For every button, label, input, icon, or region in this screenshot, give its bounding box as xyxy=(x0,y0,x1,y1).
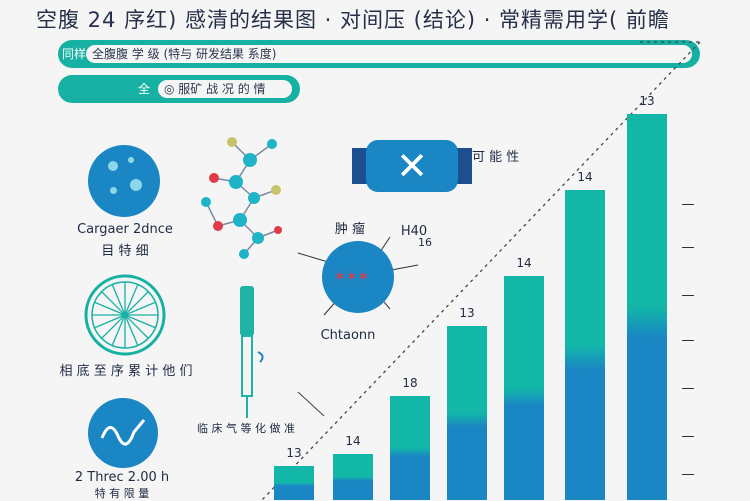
y-tick xyxy=(682,436,694,437)
bar-6 xyxy=(565,190,605,500)
bar-value-label: 13 xyxy=(286,446,302,460)
bar-value-label: 14 xyxy=(516,256,532,270)
bar-2 xyxy=(333,454,373,500)
bar-1 xyxy=(274,466,314,500)
capsule-label: 可 能 性 xyxy=(472,150,520,165)
tumor-icon: ✶✶✶ xyxy=(297,236,419,316)
wave-icon xyxy=(88,398,158,468)
y-tick xyxy=(682,247,694,248)
wave-caption-1: 2 Threc 2.00 h xyxy=(74,470,170,485)
bar-value-label: 13 xyxy=(639,94,655,108)
banner-secondary-text: ◎ 服矿 战 况 的 情 xyxy=(158,80,292,98)
y-tick xyxy=(682,474,694,475)
wheel-icon xyxy=(84,274,166,356)
cell-caption-2: 目 特 细 xyxy=(101,244,149,259)
y-tick xyxy=(682,340,694,341)
bar-value-label: 18 xyxy=(402,376,418,390)
y-tick xyxy=(682,295,694,296)
syringe-icon xyxy=(240,286,264,418)
molecule-icon xyxy=(201,137,282,259)
cell-icon xyxy=(88,145,160,217)
bar-7 xyxy=(627,114,667,500)
banner-secondary: 全 ◎ 服矿 战 况 的 情 xyxy=(58,75,300,103)
page-title: 空腹 24 序红) 感清的结果图 · 对间压 (结论) · 常精需用学( 前瞻 xyxy=(36,8,670,32)
banner-secondary-lead: 全 xyxy=(138,82,151,96)
bar-value-label: 14 xyxy=(577,170,593,184)
banner-primary: 同样 全腹腹 学 级 (特与 研发结果 系度) xyxy=(58,40,700,68)
cell-caption-1: Cargaer 2dnce xyxy=(77,222,173,237)
bar-value-label: 13 xyxy=(459,306,475,320)
wave-caption-2: 特 有 限 量 xyxy=(94,487,150,500)
banner-primary-lead: 同样 xyxy=(62,47,87,61)
y-tick xyxy=(682,204,694,205)
bar-3 xyxy=(390,396,430,500)
blocked-capsule-icon: ✕ xyxy=(352,140,472,192)
tumor-side-value: 16 xyxy=(418,236,432,249)
wheel-caption: 相 底 至 序 累 计 他 们 xyxy=(59,364,193,379)
bar-4 xyxy=(447,326,487,500)
tumor-caption: Chtaonn xyxy=(320,328,376,343)
syringe-caption: 临 床 气 等 化 做 准 xyxy=(197,422,295,435)
bar-5 xyxy=(504,276,544,500)
banner-primary-text: 全腹腹 学 级 (特与 研发结果 系度) xyxy=(86,45,692,63)
tumor-side-label: H40 xyxy=(400,224,428,239)
bar-value-label: 14 xyxy=(345,434,361,448)
y-tick xyxy=(682,388,694,389)
tumor-top-label: 肿 瘤 xyxy=(334,222,366,237)
svg-text:✶✶✶: ✶✶✶ xyxy=(334,269,369,285)
